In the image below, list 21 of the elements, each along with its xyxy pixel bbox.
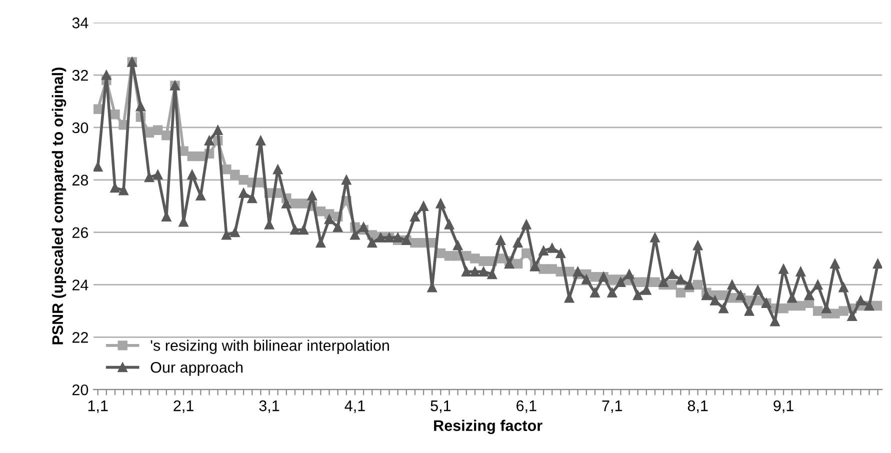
y-tick-label: 22	[72, 332, 88, 343]
legend-label: Our approach	[150, 362, 243, 376]
y-axis-title: PSNR (upscaled compared to original)	[52, 68, 66, 344]
y-tick-label: 30	[72, 122, 88, 134]
x-tick-label: 4,1	[344, 400, 365, 414]
x-tick-label: 2,1	[174, 400, 194, 414]
y-tick-label: 32	[72, 70, 88, 81]
y-tick-label: 28	[72, 174, 88, 186]
x-tick-label: 6,1	[516, 400, 536, 414]
x-tick-label: 8,1	[688, 400, 708, 414]
x-tick-label: 7,1	[602, 400, 622, 414]
x-tick-label: 1,1	[88, 400, 108, 414]
legend-label: 's resizing with bilinear interpolation	[150, 340, 389, 354]
y-tick-label: 24	[72, 280, 88, 290]
x-tick-label: 3,1	[259, 400, 280, 414]
y-tick-label: 26	[72, 227, 88, 238]
y-tick-label: 34	[72, 18, 88, 28]
x-tick-label: 5,1	[430, 400, 451, 414]
y-tick-label: 20	[72, 384, 88, 396]
x-axis-title: Resizing factor	[434, 420, 542, 434]
x-tick-label: 9,1	[774, 400, 794, 414]
